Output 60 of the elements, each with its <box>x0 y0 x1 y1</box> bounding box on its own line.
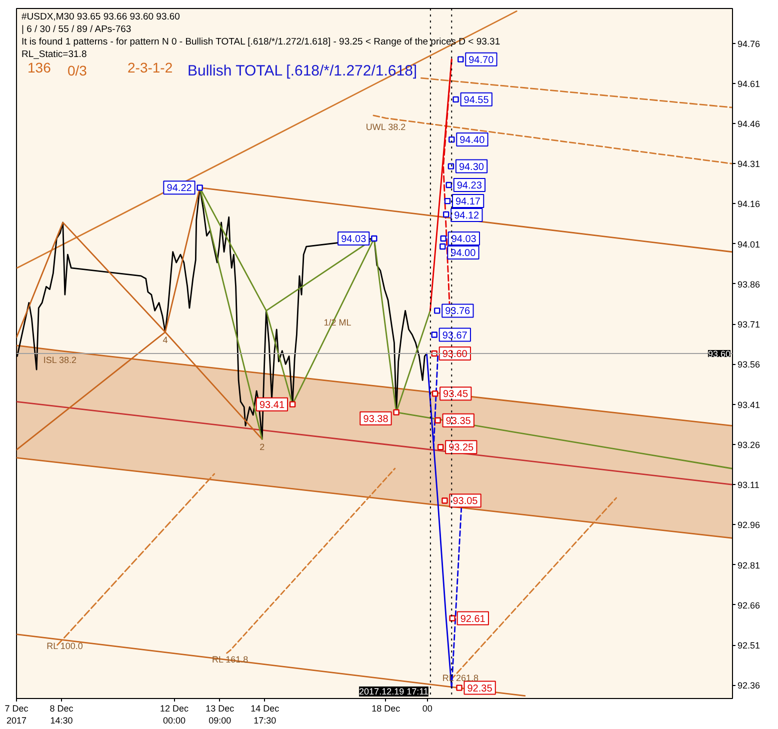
data-label: 94.22 <box>166 183 192 194</box>
x-tick-label: 14 Dec 17:30 <box>250 704 280 726</box>
ref-line-label: 2017.12.19 17:11 <box>359 686 428 696</box>
data-label: 92.61 <box>460 614 486 625</box>
y-tick-label: 94.76 <box>738 38 760 49</box>
data-label: 94.03 <box>451 234 477 245</box>
data-label: 93.25 <box>448 442 474 454</box>
x-tick-label: 18 Dec <box>372 704 401 714</box>
data-label: 93.41 <box>260 400 285 411</box>
annotation: RL_Static=31.8 <box>22 49 87 60</box>
y-tick-label: 93.56 <box>738 360 760 370</box>
annotation: UWL 38.2 <box>366 122 406 132</box>
annotation: 2 <box>260 442 265 452</box>
data-label: 94.03 <box>341 234 367 245</box>
data-label: 93.35 <box>446 416 472 427</box>
annotation: ISL 38.2 <box>43 354 77 365</box>
x-tick-label: 13 Dec 09:00 <box>206 704 235 726</box>
data-label: 94.00 <box>450 248 476 259</box>
data-label: 93.67 <box>442 330 468 342</box>
data-label: 94.12 <box>454 210 480 222</box>
y-tick-label: 93.41 <box>738 400 760 410</box>
data-label: 92.35 <box>467 683 493 694</box>
y-tick-label: 92.36 <box>738 680 760 691</box>
x-tick-label: 00 <box>422 704 432 714</box>
y-tick-label: 93.86 <box>738 279 760 290</box>
data-label: 94.55 <box>464 94 490 106</box>
data-label: 94.23 <box>456 180 482 192</box>
y-tick-label: 94.61 <box>738 78 760 89</box>
annotation: 2-3-1-2 <box>128 60 173 76</box>
data-label: 94.40 <box>460 135 486 146</box>
y-tick-label: 94.01 <box>738 239 760 250</box>
data-label: 94.17 <box>455 196 481 208</box>
data-label: 94.30 <box>458 162 484 173</box>
chart-title: #USDX,M30 93.65 93.66 93.60 93.60 <box>22 12 180 22</box>
data-label: 94.70 <box>468 54 494 66</box>
y-tick-label: 92.51 <box>738 640 760 651</box>
annotation: RL 100.0 <box>46 640 83 651</box>
y-tick-label: 92.81 <box>738 560 760 570</box>
y-tick-label: 94.31 <box>738 159 760 170</box>
data-label: 93.60 <box>442 349 468 360</box>
data-label: 93.45 <box>443 389 468 400</box>
x-tick-label: 12 Dec 00:00 <box>160 704 189 726</box>
ref-line-label: 93.60 <box>708 349 731 359</box>
annotation: 136 <box>28 60 52 76</box>
y-tick-label: 93.26 <box>738 440 760 450</box>
y-tick-label: 94.46 <box>738 119 760 129</box>
data-label: 93.76 <box>445 306 471 318</box>
x-tick-label: 8 Dec 14:30 <box>50 704 74 726</box>
y-tick-label: 93.11 <box>738 480 760 490</box>
y-tick-label: 93.71 <box>738 320 760 330</box>
data-label: 93.38 <box>363 414 389 425</box>
y-tick-label: 92.96 <box>738 520 760 530</box>
data-label: 93.05 <box>452 496 478 508</box>
annotation: It is found 1 patterns - for pattern N 0 - Bullish TOTAL [.618/*/1.272/1.618] - 93.25 < Range of the prices D < 93.31 <box>22 36 500 48</box>
annotation: 0/3 <box>68 62 88 78</box>
annotation: 4 <box>162 335 168 346</box>
y-tick-label: 94.16 <box>738 199 760 210</box>
x-tick-label: 7 Dec 2017 <box>4 704 29 726</box>
text: | 6 / 30 / 55 / 89 / APs-763 <box>22 24 132 35</box>
y-tick-label: 92.66 <box>738 600 760 610</box>
